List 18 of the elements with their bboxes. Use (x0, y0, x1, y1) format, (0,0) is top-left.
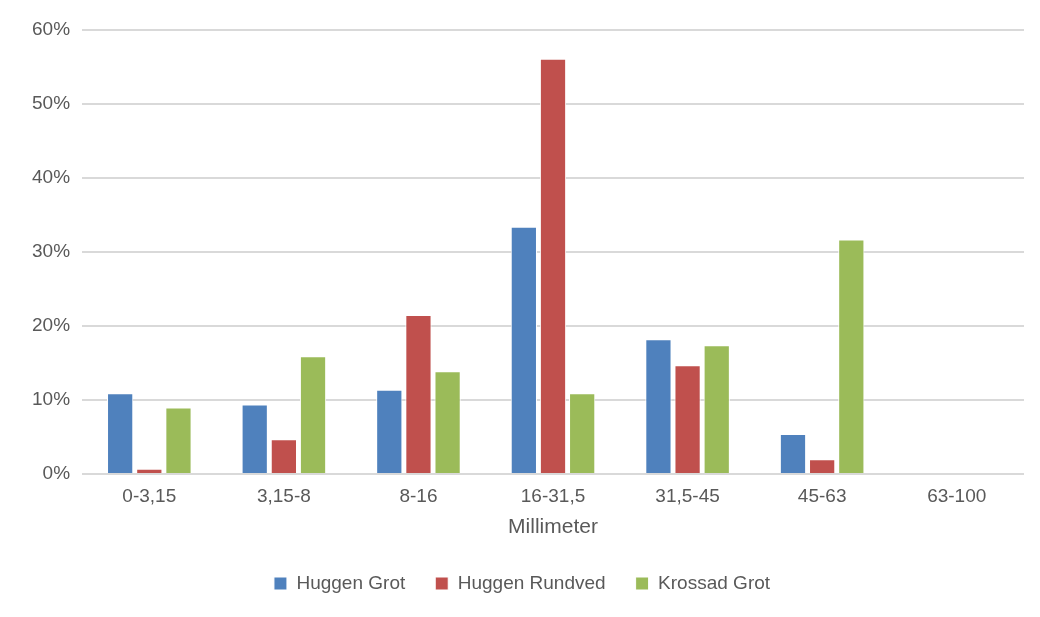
y-tick-label: 0% (42, 462, 71, 484)
y-tick-label: 40% (32, 166, 71, 188)
y-tick-label: 50% (32, 92, 71, 114)
legend-label: Krossad Grot (658, 571, 771, 593)
y-tick-label: 20% (32, 314, 71, 336)
x-tick-label: 63-100 (927, 484, 987, 506)
y-tick-label: 10% (32, 388, 71, 410)
x-tick-label: 3,15-8 (256, 484, 311, 506)
legend-label: Huggen Rundved (457, 571, 606, 593)
x-tick-label: 31,5-45 (655, 484, 720, 506)
legend-label: Huggen Grot (296, 571, 406, 593)
x-tick-label: 8-16 (399, 484, 438, 506)
x-tick-label: 16-31,5 (520, 484, 586, 506)
y-tick-label: 60% (32, 18, 71, 40)
x-tick-label: 45-63 (797, 484, 847, 506)
y-tick-label: 30% (32, 240, 71, 262)
x-tick-label: 0-3,15 (122, 484, 177, 506)
x-axis-title: Millimeter (508, 514, 598, 538)
